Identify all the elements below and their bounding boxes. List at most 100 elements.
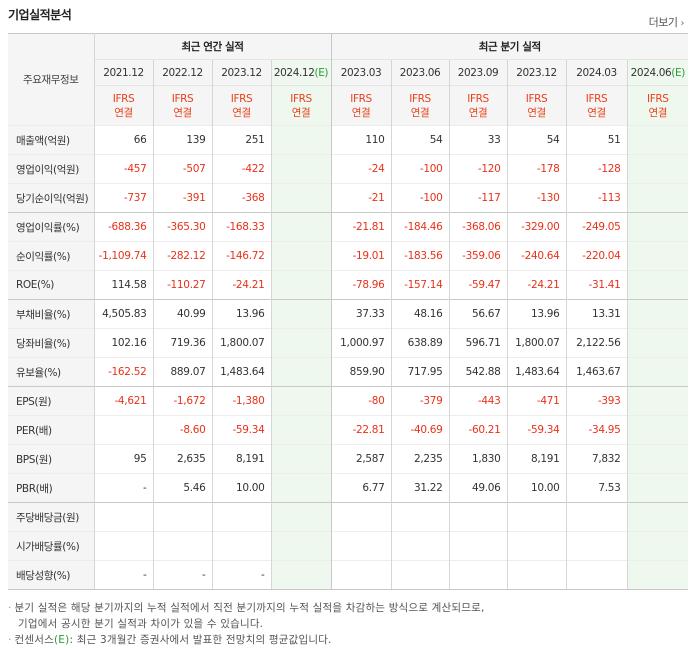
table-row: 순이익률(%) -1,109.74 -282.12 -146.72 -19.01 -183… (8, 241, 689, 271)
period-label: 2024.06 (630, 66, 672, 79)
table-cell: 4,505.83 (94, 299, 153, 329)
table-cell: 51 (565, 125, 628, 155)
table-cell: -688.36 (94, 212, 153, 242)
table-cell: 2,122.56 (565, 328, 628, 358)
table-cell: -184.46 (390, 212, 450, 242)
period-label: 2023.09 (457, 66, 499, 79)
footnote-1: · 분기 실적은 해당 분기까지의 누적 실적에서 직전 분기까지의 누적 실적을… (8, 600, 485, 616)
table-cell: -100 (390, 154, 450, 184)
ifrs-label: IFRS (585, 92, 608, 105)
table-cell: 1,000.97 (330, 328, 392, 358)
table-cell: 7,832 (565, 444, 628, 474)
table-cell: - (152, 560, 212, 590)
row-label: PER(배) (8, 415, 95, 445)
table-cell: -178 (506, 154, 567, 184)
section-title: 기업실적분석 (8, 8, 72, 22)
table-cell: -40.69 (390, 415, 450, 445)
row-label: 배당성향(%) (8, 560, 95, 590)
table-cell: 859.90 (330, 357, 392, 387)
table-row: 시가배당률(%) (8, 531, 689, 561)
ifrs-label: IFRS (112, 92, 135, 105)
table-cell: -359.06 (448, 241, 508, 271)
table-cell: 5.46 (152, 473, 212, 503)
footnote-2: · 컨센서스(E): 최근 3개월간 증권사에서 발표한 전망치의 평균값입니다. (8, 632, 485, 648)
row-label: PBR(배) (8, 473, 95, 503)
table-cell (270, 299, 332, 329)
table-cell (448, 531, 508, 561)
period-header: 2024.03 (565, 59, 628, 86)
ifrs-label: IFRS (230, 92, 253, 105)
table-cell: 638.89 (390, 328, 450, 358)
table-cell (626, 415, 689, 445)
table-cell: -120 (448, 154, 508, 184)
consolidated-label: 연결 (648, 106, 668, 119)
footnote-1-text: 분기 실적은 해당 분기까지의 누적 실적에서 직전 분기까지의 누적 실적을 … (14, 602, 485, 614)
row-label: 순이익률(%) (8, 241, 95, 271)
table-cell (506, 560, 567, 590)
table-cell (330, 560, 392, 590)
consolidated-label: 연결 (173, 106, 192, 119)
table-cell: 2,235 (390, 444, 450, 474)
ifrs-header: IFRS 연결 (506, 85, 567, 126)
table-cell (626, 531, 689, 561)
more-link-label: 더보기 (648, 16, 678, 29)
table-cell: -146.72 (211, 241, 271, 271)
ifrs-header: IFRS 연결 (152, 85, 212, 126)
period-label: 2023.06 (399, 66, 441, 79)
row-label: 당좌비율(%) (8, 328, 95, 358)
table-cell (211, 531, 271, 561)
table-cell (330, 531, 392, 561)
estimate-mark: (E) (314, 66, 329, 79)
table-cell (270, 357, 332, 387)
table-cell (270, 125, 332, 155)
table-cell: -183.56 (390, 241, 450, 271)
corner-label: 주요재무정보 (8, 33, 95, 126)
table-cell: -282.12 (152, 241, 212, 271)
table-cell: -379 (390, 386, 450, 416)
ifrs-header: IFRS 연결 (390, 85, 450, 126)
row-label: 유보율(%) (8, 357, 95, 387)
table-cell (94, 415, 153, 445)
table-row: PER(배) -8.60 -59.34 -22.81 -40.69 -60.21 -59.3… (8, 415, 689, 445)
table-cell (270, 183, 332, 213)
table-cell (626, 386, 689, 416)
table-cell: -168.33 (211, 212, 271, 242)
table-cell: -443 (448, 386, 508, 416)
table-cell: -249.05 (565, 212, 628, 242)
table-cell: -507 (152, 154, 212, 184)
table-cell (270, 241, 332, 271)
table-cell: 7.53 (565, 473, 628, 503)
period-header: 2023.03 (330, 59, 392, 86)
table-cell: 49.06 (448, 473, 508, 503)
ifrs-label: IFRS (409, 92, 431, 105)
more-link[interactable]: 더보기 › (648, 14, 685, 30)
consolidated-label: 연결 (114, 106, 133, 119)
table-cell: -34.95 (565, 415, 628, 445)
table-cell: -157.14 (390, 270, 450, 300)
row-label: EPS(원) (8, 386, 95, 416)
table-cell: 37.33 (330, 299, 392, 329)
table-cell (270, 502, 332, 532)
table-cell: 56.67 (448, 299, 508, 329)
consolidated-label: 연결 (232, 106, 251, 119)
table-cell (626, 241, 689, 271)
ifrs-label: IFRS (525, 92, 548, 105)
table-cell: -368.06 (448, 212, 508, 242)
table-cell: 1,483.64 (506, 357, 567, 387)
table-cell (211, 502, 271, 532)
table-row: 영업이익(억원) -457 -507 -422 -24 -100 -120 -178 -128 (8, 154, 689, 184)
table-cell: 717.95 (390, 357, 450, 387)
table-cell: -737 (94, 183, 153, 213)
table-row: 영업이익률(%) -688.36 -365.30 -168.33 -21.81 -184.… (8, 212, 689, 242)
table-row: 매출액(억원) 66 139 251 110 54 33 54 51 (8, 125, 689, 155)
table-cell (94, 502, 153, 532)
table-cell: 66 (94, 125, 153, 155)
table-cell (565, 531, 628, 561)
footnote-2-prefix: 컨센서스 (14, 634, 54, 646)
table-cell: 33 (448, 125, 508, 155)
table-cell: 40.99 (152, 299, 212, 329)
table-cell (626, 502, 689, 532)
table-cell (448, 560, 508, 590)
table-cell: -59.34 (506, 415, 567, 445)
table-cell: -22.81 (330, 415, 392, 445)
